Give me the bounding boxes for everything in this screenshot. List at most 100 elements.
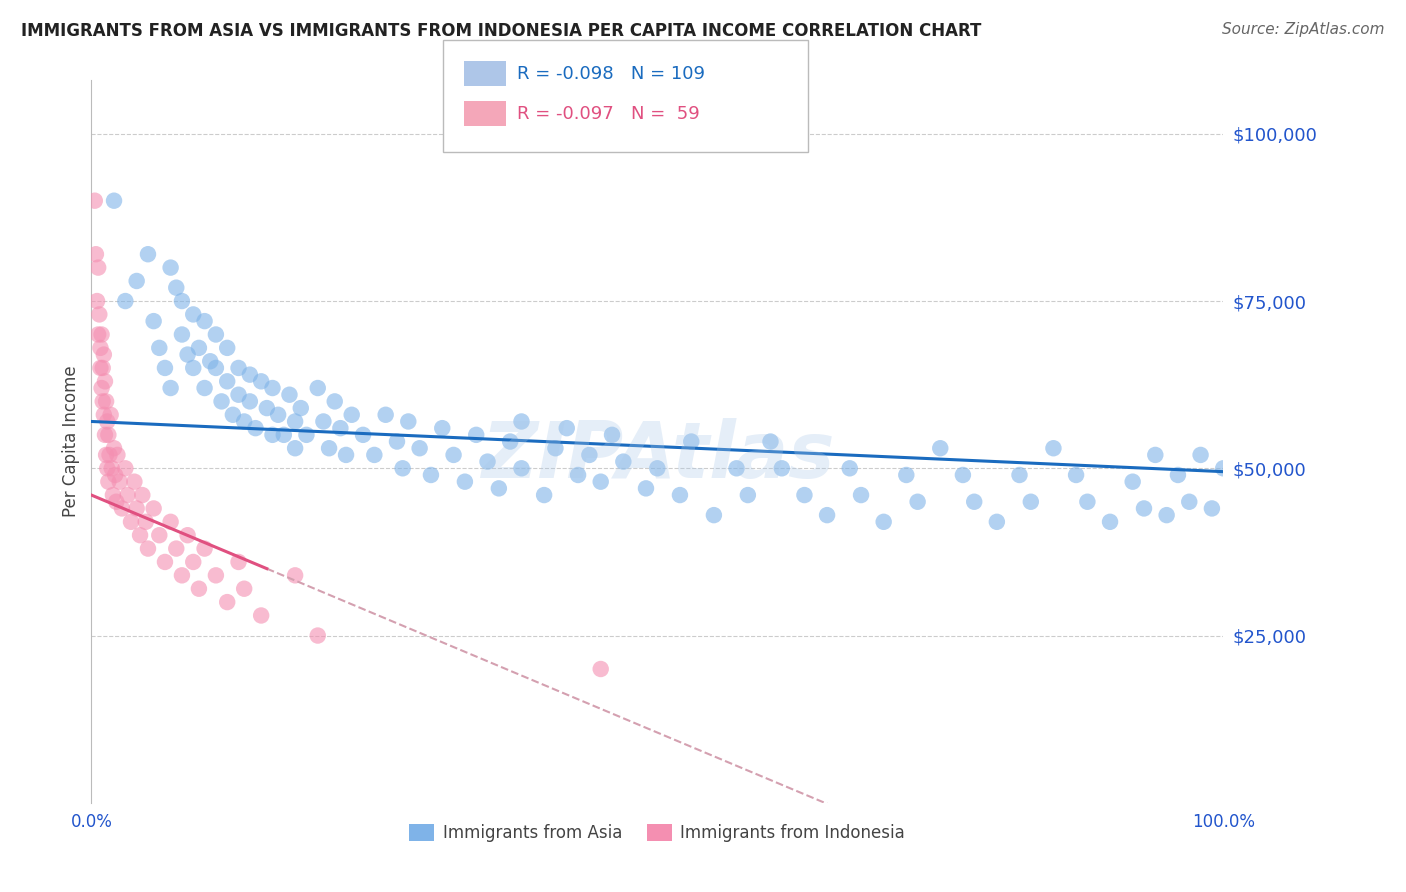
Immigrants from Asia	[499, 434, 522, 449]
Text: IMMIGRANTS FROM ASIA VS IMMIGRANTS FROM INDONESIA PER CAPITA INCOME CORRELATION : IMMIGRANTS FROM ASIA VS IMMIGRANTS FROM …	[21, 22, 981, 40]
Immigrants from Asia	[284, 414, 307, 428]
Immigrants from Asia	[1201, 501, 1223, 516]
Immigrants from Asia	[125, 274, 148, 288]
Text: R = -0.098   N = 109: R = -0.098 N = 109	[517, 65, 706, 83]
Immigrants from Indonesia	[153, 555, 176, 569]
Immigrants from Indonesia	[148, 528, 170, 542]
Immigrants from Asia	[323, 394, 346, 409]
Immigrants from Asia	[1133, 501, 1156, 516]
Immigrants from Asia	[477, 454, 499, 469]
Immigrants from Indonesia	[165, 541, 187, 556]
Immigrants from Asia	[1098, 515, 1121, 529]
Immigrants from Asia	[228, 387, 250, 401]
Immigrants from Asia	[838, 461, 860, 475]
Immigrants from Asia	[181, 361, 204, 376]
Immigrants from Asia	[217, 375, 239, 389]
Immigrants from Asia	[200, 354, 222, 368]
Text: ZIPAtlas: ZIPAtlas	[481, 418, 834, 494]
Immigrants from Indonesia	[124, 475, 146, 489]
Immigrants from Indonesia	[129, 528, 152, 542]
Immigrants from Asia	[165, 281, 187, 295]
Immigrants from Asia	[793, 488, 815, 502]
Immigrants from Indonesia	[105, 494, 128, 508]
Immigrants from Asia	[340, 408, 363, 422]
Immigrants from Asia	[1178, 494, 1201, 508]
Immigrants from Asia	[187, 341, 209, 355]
Immigrants from Asia	[153, 361, 176, 376]
Immigrants from Indonesia	[176, 528, 198, 542]
Immigrants from Asia	[849, 488, 872, 502]
Immigrants from Asia	[278, 387, 301, 401]
Immigrants from Indonesia	[111, 501, 134, 516]
Text: Source: ZipAtlas.com: Source: ZipAtlas.com	[1222, 22, 1385, 37]
Immigrants from Asia	[443, 448, 465, 462]
Immigrants from Asia	[544, 441, 567, 455]
Immigrants from Asia	[318, 441, 340, 455]
Immigrants from Asia	[725, 461, 748, 475]
Immigrants from Indonesia	[96, 461, 118, 475]
Immigrants from Asia	[419, 467, 441, 482]
Immigrants from Indonesia	[89, 341, 111, 355]
Immigrants from Asia	[1064, 467, 1087, 482]
Immigrants from Asia	[454, 475, 477, 489]
Immigrants from Indonesia	[98, 448, 121, 462]
Immigrants from Asia	[645, 461, 668, 475]
Immigrants from Asia	[770, 461, 793, 475]
Immigrants from Asia	[815, 508, 838, 523]
Immigrants from Indonesia	[131, 488, 153, 502]
Immigrants from Asia	[262, 381, 284, 395]
Immigrants from Indonesia	[284, 568, 307, 582]
Immigrants from Indonesia	[94, 375, 117, 389]
Immigrants from Asia	[567, 467, 589, 482]
Immigrants from Asia	[256, 401, 278, 416]
Immigrants from Asia	[193, 314, 217, 328]
Immigrants from Indonesia	[217, 595, 239, 609]
Immigrants from Asia	[211, 394, 233, 409]
Immigrants from Asia	[1076, 494, 1098, 508]
Immigrants from Asia	[1189, 448, 1212, 462]
Immigrants from Asia	[703, 508, 725, 523]
Immigrants from Indonesia	[120, 515, 142, 529]
Immigrants from Indonesia	[93, 408, 115, 422]
Immigrants from Asia	[335, 448, 357, 462]
Immigrants from Asia	[233, 414, 256, 428]
Immigrants from Asia	[1019, 494, 1042, 508]
Immigrants from Indonesia	[193, 541, 217, 556]
Immigrants from Asia	[465, 427, 488, 442]
Immigrants from Indonesia	[307, 628, 329, 642]
Immigrants from Indonesia	[125, 501, 148, 516]
Immigrants from Asia	[329, 421, 352, 435]
Immigrants from Asia	[312, 414, 335, 428]
Immigrants from Asia	[239, 394, 262, 409]
Immigrants from Indonesia	[86, 293, 108, 308]
Immigrants from Asia	[432, 421, 454, 435]
Immigrants from Indonesia	[170, 568, 193, 582]
Immigrants from Asia	[290, 401, 312, 416]
Immigrants from Asia	[295, 427, 318, 442]
Immigrants from Asia	[205, 361, 228, 376]
Immigrants from Indonesia	[100, 461, 122, 475]
Immigrants from Indonesia	[187, 582, 209, 596]
Immigrants from Indonesia	[84, 247, 107, 261]
Immigrants from Asia	[222, 408, 245, 422]
Immigrants from Asia	[136, 247, 159, 261]
Immigrants from Indonesia	[94, 394, 117, 409]
Immigrants from Asia	[142, 314, 165, 328]
Immigrants from Indonesia	[117, 488, 139, 502]
Immigrants from Asia	[1042, 441, 1064, 455]
Immigrants from Indonesia	[97, 427, 120, 442]
Immigrants from Asia	[1008, 467, 1031, 482]
Immigrants from Asia	[170, 293, 193, 308]
Immigrants from Asia	[228, 361, 250, 376]
Immigrants from Asia	[239, 368, 262, 382]
Immigrants from Indonesia	[228, 555, 250, 569]
Immigrants from Asia	[159, 260, 181, 275]
Immigrants from Asia	[217, 341, 239, 355]
Immigrants from Asia	[114, 293, 136, 308]
Immigrants from Asia	[363, 448, 385, 462]
Immigrants from Asia	[374, 408, 396, 422]
Immigrants from Indonesia	[87, 260, 110, 275]
Immigrants from Asia	[737, 488, 759, 502]
Immigrants from Asia	[669, 488, 692, 502]
Y-axis label: Per Capita Income: Per Capita Income	[62, 366, 80, 517]
